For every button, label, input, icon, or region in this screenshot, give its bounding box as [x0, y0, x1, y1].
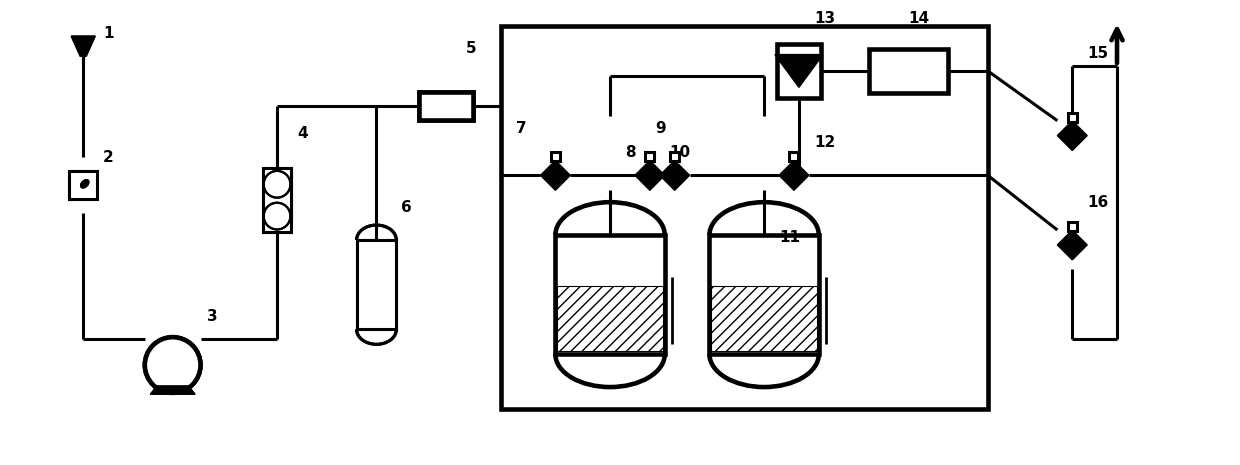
Polygon shape — [150, 386, 195, 394]
Polygon shape — [556, 160, 570, 190]
Circle shape — [145, 337, 201, 393]
Bar — [263, 168, 291, 232]
Polygon shape — [71, 36, 95, 56]
Bar — [419, 92, 474, 120]
Polygon shape — [71, 36, 95, 56]
Ellipse shape — [81, 180, 89, 188]
Text: 4: 4 — [296, 126, 308, 140]
Text: 12: 12 — [813, 135, 835, 151]
Polygon shape — [541, 160, 556, 190]
Polygon shape — [779, 160, 794, 190]
Polygon shape — [635, 160, 650, 190]
Bar — [790, 153, 799, 161]
Text: 2: 2 — [103, 150, 114, 166]
Bar — [712, 286, 817, 351]
Bar — [357, 240, 397, 329]
Bar — [868, 49, 949, 93]
Text: 9: 9 — [655, 120, 666, 136]
Bar — [670, 153, 680, 161]
Circle shape — [145, 337, 201, 393]
Ellipse shape — [81, 180, 89, 188]
Polygon shape — [1073, 121, 1087, 151]
Text: 3: 3 — [207, 309, 218, 325]
Bar — [69, 172, 97, 199]
Bar — [1068, 113, 1076, 122]
Bar — [551, 153, 560, 161]
Bar — [357, 240, 397, 329]
Bar — [556, 235, 665, 354]
Text: 11: 11 — [779, 230, 800, 245]
Text: 5: 5 — [466, 41, 476, 56]
Text: 16: 16 — [1087, 195, 1109, 210]
Text: 13: 13 — [813, 11, 835, 26]
Polygon shape — [794, 160, 808, 190]
Bar — [69, 172, 97, 199]
Bar — [777, 44, 821, 98]
Polygon shape — [650, 160, 665, 190]
Text: 8: 8 — [625, 146, 636, 160]
Text: 15: 15 — [1087, 46, 1109, 61]
Polygon shape — [775, 54, 823, 87]
Polygon shape — [1073, 230, 1087, 260]
Polygon shape — [1058, 230, 1073, 260]
Polygon shape — [1058, 121, 1073, 151]
Bar — [645, 153, 655, 161]
Text: 1: 1 — [103, 26, 114, 41]
Text: 7: 7 — [516, 120, 526, 136]
Bar — [419, 92, 474, 120]
Polygon shape — [675, 160, 689, 190]
Bar — [709, 235, 818, 354]
Polygon shape — [150, 386, 195, 394]
Polygon shape — [660, 160, 675, 190]
Bar — [557, 286, 662, 351]
Text: 10: 10 — [670, 146, 691, 160]
Text: 6: 6 — [402, 200, 412, 215]
Text: 14: 14 — [908, 11, 930, 26]
Bar — [1068, 222, 1076, 231]
Bar — [263, 168, 291, 232]
Bar — [501, 26, 988, 409]
